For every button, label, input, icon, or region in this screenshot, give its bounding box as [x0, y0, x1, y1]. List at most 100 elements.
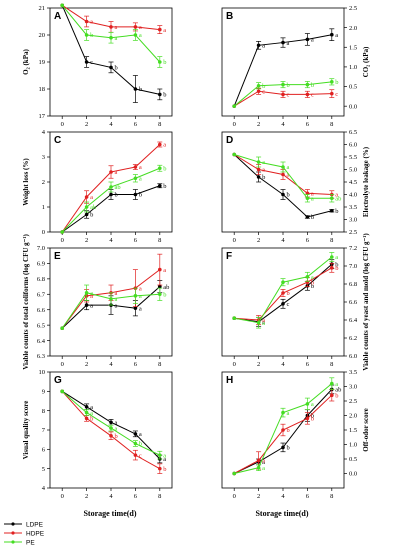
panel-c-point-hdpe-4	[158, 142, 162, 147]
panel-c-sig-letter-pe-2: ab	[115, 184, 121, 191]
panel-f-point-ldpe-2	[281, 302, 285, 306]
panel-d-sig-letter-pe-3: a	[311, 195, 314, 202]
panel-h-letter: H	[226, 375, 233, 386]
panel-h-point-hdpe-3	[305, 416, 310, 421]
panel-h-point-hdpe-1	[256, 458, 261, 463]
panel-c-sig-letter-hdpe-4: a	[163, 142, 166, 149]
panel-f-xtick-label-3: 6	[306, 361, 310, 368]
panel-h-sig-letter-ldpe-3: b	[311, 413, 314, 420]
panel-d-point-pe-3	[305, 196, 310, 201]
panel-c-xtick-label-0: 0	[61, 237, 64, 244]
panel-a-xtick-label-4: 8	[158, 121, 161, 128]
panel-a-xtick-label-2: 4	[109, 121, 113, 128]
panel-b-sig-letter-hdpe-3: c	[311, 92, 314, 99]
panel-a-sig-letter-ldpe-1: c	[90, 59, 93, 66]
panel-f-sig-letter-ldpe-2: c	[287, 301, 290, 308]
panel-g-sig-letter-hdpe-3: c	[139, 452, 142, 459]
panel-e-point-ldpe-4	[158, 284, 162, 289]
panel-c-point-pe-2	[109, 185, 113, 189]
panel-e-xtick-label-0: 0	[61, 361, 64, 368]
panel-b-sig-letter-ldpe-4: a	[335, 32, 338, 39]
panel-d: D 2.5 3.0 3.5 4.0 4.5 5.0 5.5 6.0 6.5 0 2 4 6 8 Electro…	[221, 129, 370, 244]
panel-c-point-pe-3	[133, 176, 138, 181]
panel-h-sig-letter-ldpe-1: a	[262, 459, 265, 466]
panel-c-point-hdpe-1	[84, 195, 89, 199]
panel-c-point-pe-4	[158, 166, 162, 171]
panel-b-sig-letter-hdpe-4: c	[335, 91, 338, 98]
panel-b-point-hdpe-2	[281, 92, 285, 97]
panel-h-point-hdpe-2	[281, 428, 285, 432]
panel-c-ytick-label-2: 2	[42, 179, 45, 186]
panel-b-ytick-label-1: 0.5	[349, 84, 357, 91]
panel-a-point-hdpe-2	[109, 25, 113, 29]
panel-e-point-pe-0	[60, 326, 64, 331]
panel-g-ytick-label-5: 9	[42, 389, 45, 396]
x-axis-titles: Storage time(d) Storage time(d)	[83, 509, 308, 518]
panel-b-sig-letter-ldpe-2: a	[287, 40, 290, 47]
panel-b-xtick-label-2: 4	[281, 121, 285, 128]
panel-c-y-axis-title: Weight loss (%)	[22, 158, 30, 206]
panel-b-sig-letter-hdpe-1: c	[262, 88, 265, 95]
panel-g-point-hdpe-3	[133, 453, 138, 457]
panel-e-ytick-label-3: 6.6	[37, 307, 46, 314]
panel-a-point-hdpe-3	[133, 25, 138, 29]
panel-h-sig-letter-pe-3: a	[311, 401, 314, 408]
panel-c-sig-letter-ldpe-1: b	[90, 212, 93, 219]
panel-h-point-pe-2	[281, 410, 285, 415]
panel-a-ytick-label-2: 19	[39, 59, 46, 66]
panel-b-frame	[221, 7, 345, 117]
panel-f-ytick-label-5: 7.0	[349, 263, 357, 270]
panel-c-xtick-label-1: 2	[85, 237, 88, 244]
panel-f-point-hdpe-4	[330, 266, 334, 270]
panel-e-sig-letter-pe-4: b	[163, 291, 166, 298]
panel-h-sig-letter-ldpe-2: b	[287, 445, 290, 452]
panel-h-xtick-label-3: 6	[306, 493, 310, 500]
panel-h-point-pe-3	[305, 402, 310, 406]
legend-item-pe: PE	[4, 540, 35, 547]
panel-g-sig-letter-hdpe-2: b	[115, 433, 118, 440]
panel-h-xtick-label-0: 0	[233, 493, 236, 500]
panel-b-point-pe-2	[281, 82, 285, 87]
panel-e-point-hdpe-4	[158, 267, 162, 272]
panel-f-sig-letter-hdpe-2: b	[287, 290, 290, 297]
panel-e-sig-letter-hdpe-3: a	[139, 285, 142, 292]
panel-a-ytick-label-4: 21	[39, 5, 46, 12]
panel-d-point-pe-2	[281, 165, 285, 169]
panel-b: B 0.0 0.5 1.0 1.5 2.0 2.5 0 2 4 6 8 CO₂ (kPa) a a a a c c c…	[221, 5, 370, 128]
panel-d-point-ldpe-2	[281, 192, 285, 197]
panel-h-sig-letter-pe-4: a	[335, 381, 338, 388]
panel-d-ytick-label-6: 5.5	[349, 154, 357, 161]
panel-d-point-hdpe-1	[256, 167, 261, 172]
panel-b-point-pe-3	[305, 82, 310, 87]
panel-b-point-hdpe-1	[256, 89, 261, 94]
panel-h-ytick-label-3: 1.5	[349, 427, 357, 434]
panel-a-point-pe-4	[158, 60, 162, 64]
panel-c-sig-letter-pe-1: ab	[90, 204, 96, 211]
panel-c-ytick-label-3: 3	[42, 154, 45, 161]
panel-g-point-pe-2	[109, 426, 113, 430]
panel-h-sig-letter-hdpe-3: b	[311, 416, 314, 423]
panel-g-point-pe-1	[84, 410, 89, 415]
panel-d-ytick-label-0: 2.5	[349, 229, 357, 236]
panel-g-point-ldpe-1	[84, 405, 89, 409]
panel-b-point-hdpe-4	[330, 91, 334, 96]
panel-a-sig-letter-ldpe-2: b	[115, 65, 118, 72]
panel-h-xtick-label-4: 8	[330, 493, 333, 500]
panel-b-sig-letter-pe-1: b	[262, 83, 265, 90]
panel-f-xtick-label-4: 8	[330, 361, 333, 368]
panel-f-ytick-label-4: 6.8	[349, 281, 357, 288]
panel-h-sig-letter-ldpe-4: ab	[335, 387, 341, 394]
panel-c-sig-letter-ldpe-4: b	[163, 183, 166, 190]
panel-e-sig-letter-pe-1: a	[90, 290, 93, 297]
panel-g-point-hdpe-2	[109, 434, 113, 438]
panel-a-line-ldpe	[61, 5, 160, 95]
panel-e-sig-letter-ldpe-3: a	[139, 305, 142, 312]
panel-f-sig-letter-pe-1: a	[262, 320, 265, 327]
panel-d-sig-letter-pe-1: a	[262, 159, 265, 166]
panel-b-ytick-label-2: 1.0	[349, 64, 357, 71]
panel-g-point-ldpe-3	[133, 432, 138, 436]
panel-g-sig-letter-ldpe-4: a	[163, 456, 166, 463]
panel-h-ytick-label-1: 0.5	[349, 456, 357, 463]
